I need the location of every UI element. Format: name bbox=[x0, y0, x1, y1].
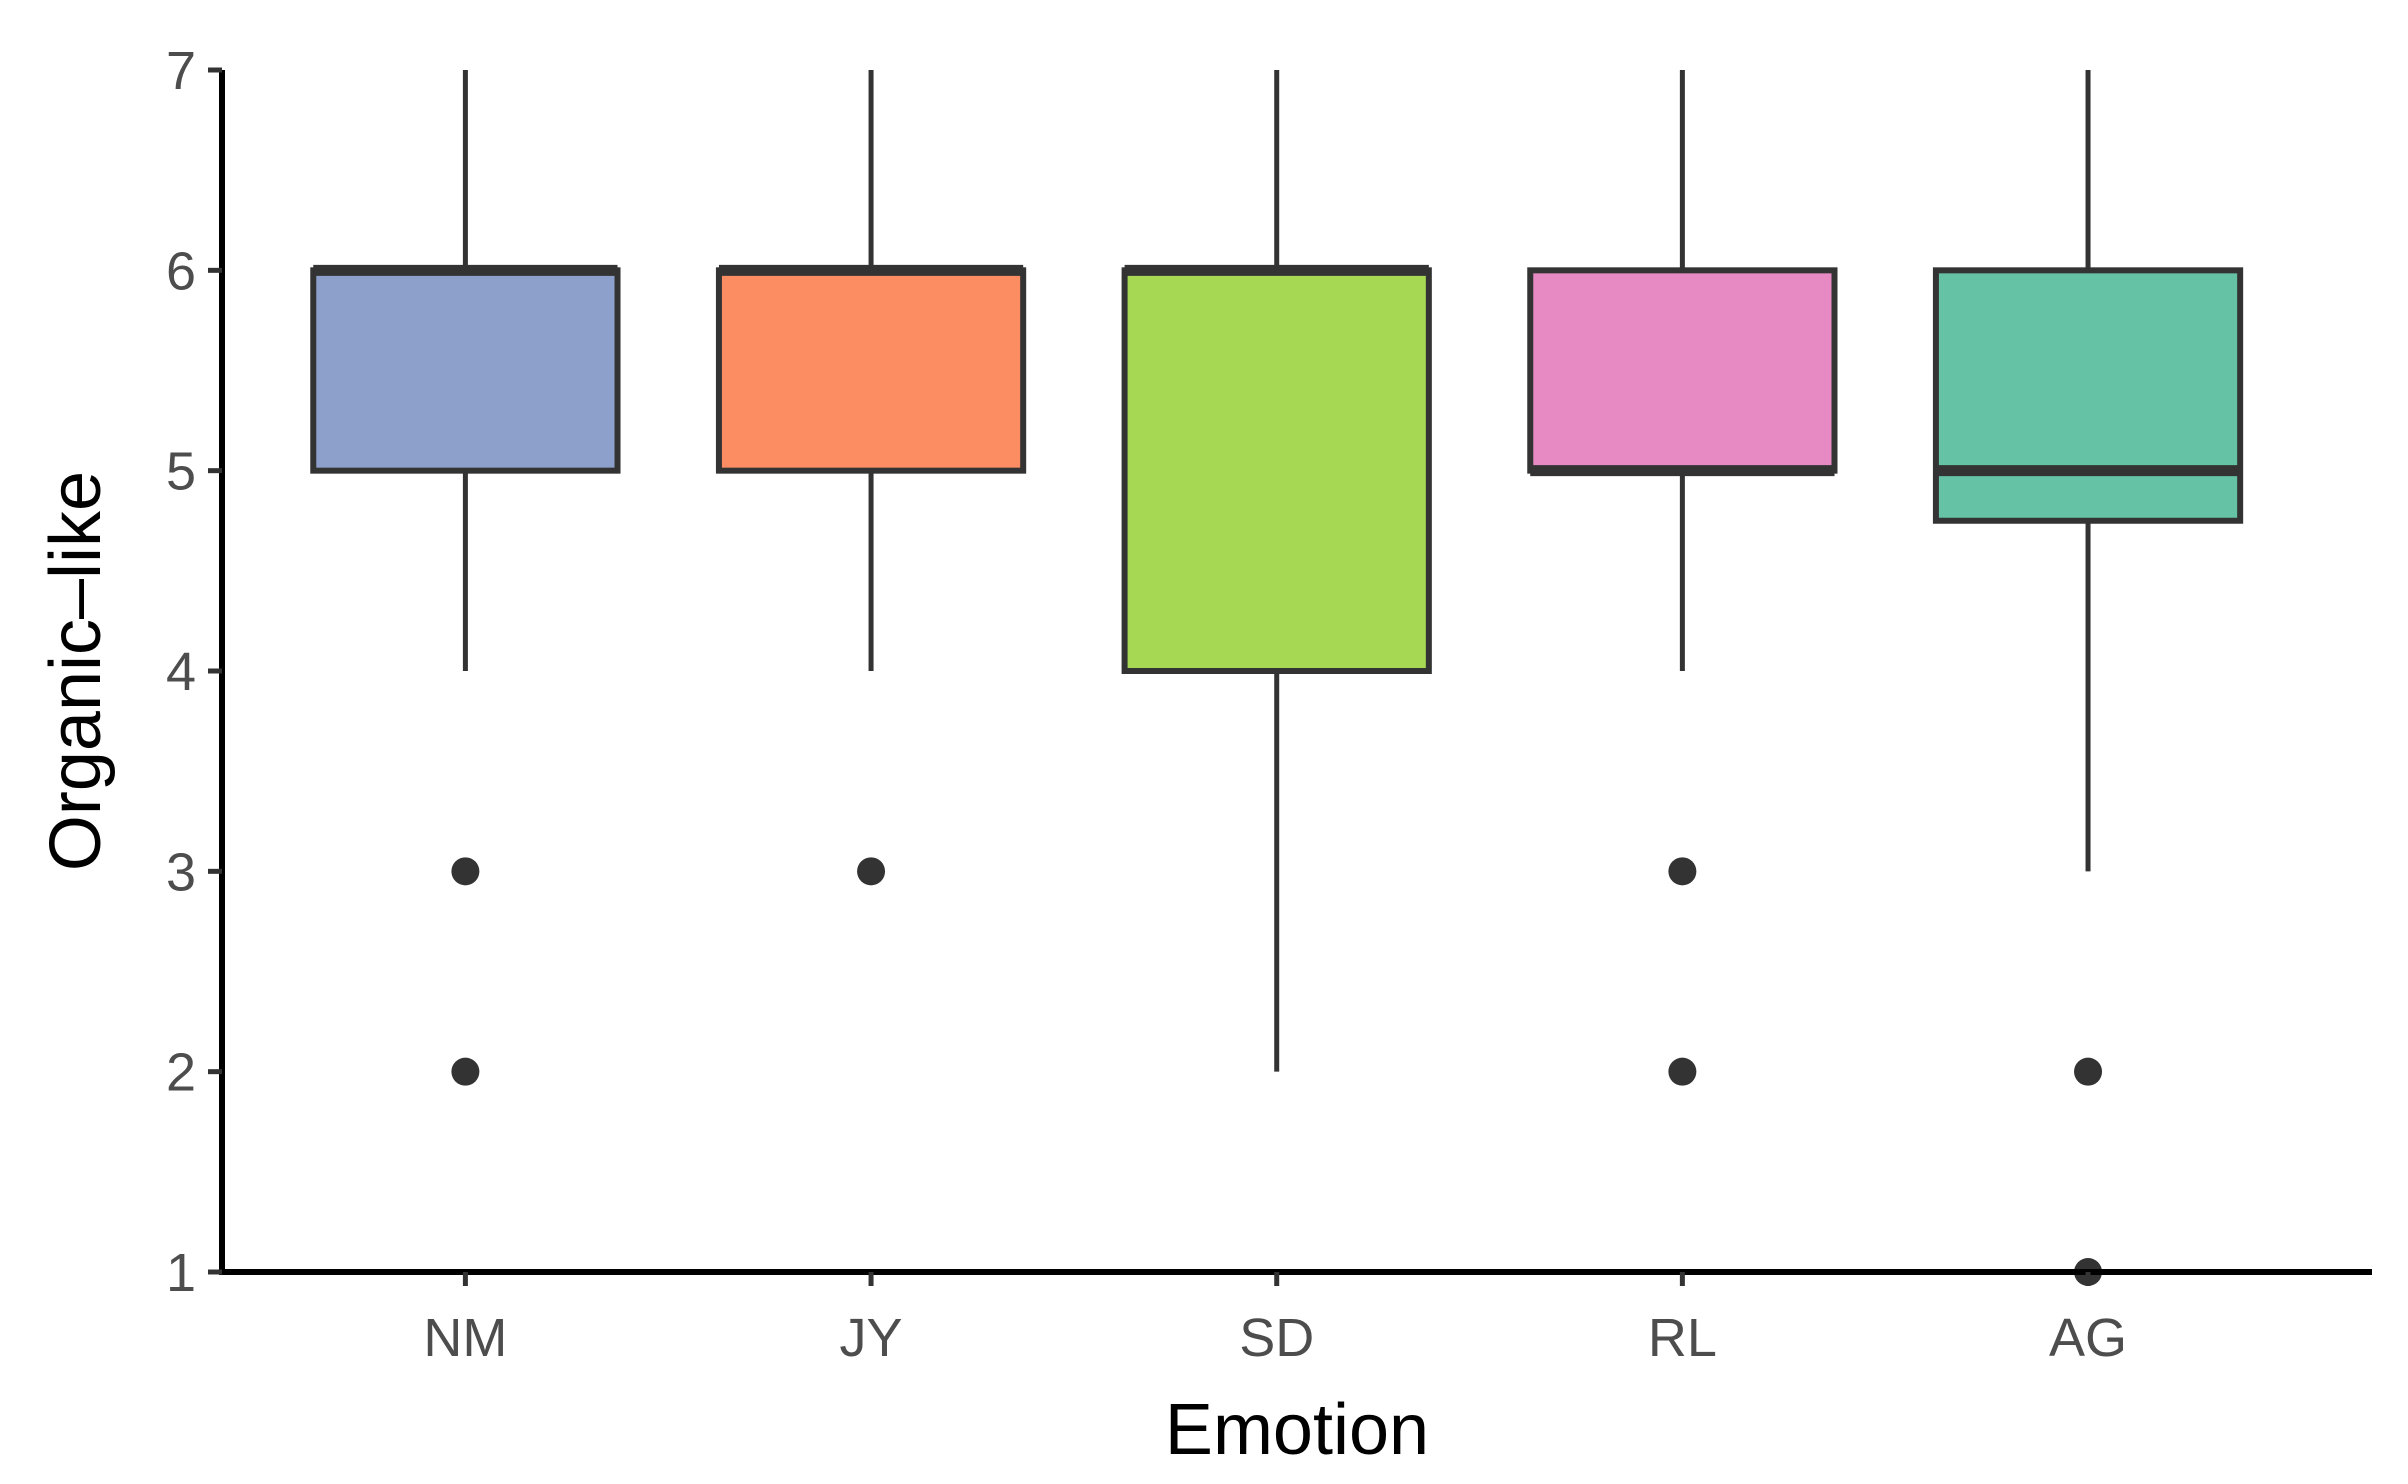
box-ag bbox=[1932, 70, 2244, 1286]
iqr-box bbox=[310, 267, 621, 474]
box-sd bbox=[1121, 70, 1432, 1072]
y-axis-title: Organic–like bbox=[36, 471, 116, 871]
plot-marks bbox=[310, 70, 2244, 1286]
iqr-box bbox=[1932, 267, 2244, 524]
box-rl bbox=[1527, 70, 1838, 1086]
y-tick-label: 5 bbox=[166, 442, 196, 502]
box-nm bbox=[310, 70, 621, 1086]
x-tick-label: RL bbox=[1648, 1308, 1717, 1368]
y-tick-label: 4 bbox=[166, 642, 196, 702]
y-tick-label: 1 bbox=[166, 1243, 196, 1303]
y-axis-ticks: 1 2 3 4 5 6 7 bbox=[166, 41, 222, 1303]
box-jy bbox=[715, 70, 1027, 886]
outlier-point bbox=[1668, 857, 1697, 886]
outlier-point bbox=[451, 1057, 480, 1086]
iqr-box bbox=[715, 267, 1027, 474]
y-tick-label: 7 bbox=[166, 41, 196, 101]
x-tick-label: AG bbox=[2049, 1308, 2127, 1368]
iqr-box bbox=[1121, 267, 1432, 674]
x-tick-label: SD bbox=[1239, 1308, 1314, 1368]
x-axis-title: Emotion bbox=[1165, 1390, 1429, 1470]
iqr-box bbox=[1527, 267, 1838, 474]
outlier-point bbox=[451, 857, 480, 886]
y-tick-label: 2 bbox=[166, 1043, 196, 1103]
x-tick-label: NM bbox=[423, 1308, 507, 1368]
x-axis-ticks: NM JY SD RL AG bbox=[423, 1272, 2127, 1368]
y-tick-label: 6 bbox=[166, 241, 196, 301]
x-tick-label: JY bbox=[840, 1308, 903, 1368]
outlier-point bbox=[1668, 1057, 1697, 1086]
outlier-point bbox=[857, 857, 886, 886]
axes: 1 2 3 4 5 6 7 NM JY SD RL AG bbox=[166, 41, 2372, 1368]
outlier-point bbox=[2074, 1057, 2103, 1086]
y-tick-label: 3 bbox=[166, 842, 196, 902]
